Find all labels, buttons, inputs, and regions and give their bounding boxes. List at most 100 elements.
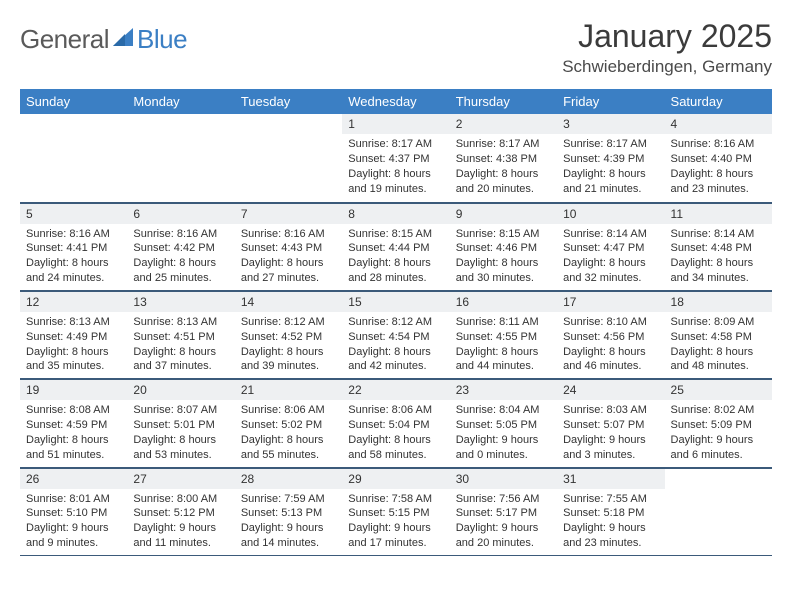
sunrise-line: Sunrise: 8:16 AM — [241, 227, 336, 242]
calendar-day-cell: 31Sunrise: 7:55 AMSunset: 5:18 PMDayligh… — [557, 467, 664, 555]
sunrise-line: Sunrise: 8:12 AM — [348, 315, 443, 330]
daylight-line: Daylight: 8 hours and 46 minutes. — [563, 345, 658, 375]
day-number: 21 — [235, 379, 342, 400]
day-details: Sunrise: 8:14 AMSunset: 4:48 PMDaylight:… — [665, 224, 772, 290]
weekday-header: Monday — [127, 89, 234, 114]
daylight-line: Daylight: 8 hours and 48 minutes. — [671, 345, 766, 375]
sunset-line: Sunset: 4:41 PM — [26, 241, 121, 256]
day-number: 3 — [557, 114, 664, 134]
calendar-day-cell: 26Sunrise: 8:01 AMSunset: 5:10 PMDayligh… — [20, 467, 127, 555]
sunset-line: Sunset: 5:01 PM — [133, 418, 228, 433]
day-number: 8 — [342, 203, 449, 224]
sunrise-line: Sunrise: 8:15 AM — [348, 227, 443, 242]
daylight-line: Daylight: 9 hours and 17 minutes. — [348, 521, 443, 551]
day-number-empty — [235, 114, 342, 134]
daylight-line: Daylight: 8 hours and 20 minutes. — [456, 167, 551, 197]
sunset-line: Sunset: 4:47 PM — [563, 241, 658, 256]
daylight-line: Daylight: 8 hours and 23 minutes. — [671, 167, 766, 197]
day-number: 22 — [342, 379, 449, 400]
daylight-line: Daylight: 8 hours and 39 minutes. — [241, 345, 336, 375]
sunset-line: Sunset: 5:15 PM — [348, 506, 443, 521]
day-number: 11 — [665, 203, 772, 224]
day-details: Sunrise: 8:04 AMSunset: 5:05 PMDaylight:… — [450, 400, 557, 466]
calendar-day-cell: 14Sunrise: 8:12 AMSunset: 4:52 PMDayligh… — [235, 290, 342, 378]
day-number: 28 — [235, 468, 342, 489]
weekday-header: Sunday — [20, 89, 127, 114]
day-details: Sunrise: 8:12 AMSunset: 4:54 PMDaylight:… — [342, 312, 449, 378]
weekday-header: Saturday — [665, 89, 772, 114]
brand-name-part1: General — [20, 24, 109, 55]
daylight-line: Daylight: 8 hours and 58 minutes. — [348, 433, 443, 463]
day-number: 14 — [235, 291, 342, 312]
day-details: Sunrise: 8:16 AMSunset: 4:42 PMDaylight:… — [127, 224, 234, 290]
sunrise-line: Sunrise: 7:59 AM — [241, 492, 336, 507]
daylight-line: Daylight: 9 hours and 9 minutes. — [26, 521, 121, 551]
calendar-table: SundayMondayTuesdayWednesdayThursdayFrid… — [20, 89, 772, 556]
sunrise-line: Sunrise: 8:07 AM — [133, 403, 228, 418]
calendar-day-cell: 21Sunrise: 8:06 AMSunset: 5:02 PMDayligh… — [235, 379, 342, 467]
daylight-line: Daylight: 9 hours and 0 minutes. — [456, 433, 551, 463]
daylight-line: Daylight: 9 hours and 14 minutes. — [241, 521, 336, 551]
calendar-day-cell: 3 Sunrise: 8:17 AMSunset: 4:39 PMDaylight… — [557, 114, 664, 202]
day-number: 29 — [342, 468, 449, 489]
day-number: 4 — [665, 114, 772, 134]
day-details: Sunrise: 8:06 AMSunset: 5:04 PMDaylight:… — [342, 400, 449, 466]
calendar-day-cell — [127, 114, 234, 202]
sunset-line: Sunset: 4:43 PM — [241, 241, 336, 256]
daylight-line: Daylight: 9 hours and 3 minutes. — [563, 433, 658, 463]
calendar-day-cell: 22Sunrise: 8:06 AMSunset: 5:04 PMDayligh… — [342, 379, 449, 467]
calendar-week-row: 5Sunrise: 8:16 AMSunset: 4:41 PMDaylight… — [20, 202, 772, 290]
daylight-line: Daylight: 8 hours and 32 minutes. — [563, 256, 658, 286]
day-details: Sunrise: 8:16 AMSunset: 4:40 PMDaylight:… — [665, 134, 772, 200]
sunset-line: Sunset: 5:07 PM — [563, 418, 658, 433]
calendar-day-cell: 29Sunrise: 7:58 AMSunset: 5:15 PMDayligh… — [342, 467, 449, 555]
sunrise-line: Sunrise: 8:08 AM — [26, 403, 121, 418]
sunset-line: Sunset: 4:49 PM — [26, 330, 121, 345]
day-details: Sunrise: 8:17 AMSunset: 4:37 PMDaylight:… — [342, 134, 449, 200]
sunrise-line: Sunrise: 8:17 AM — [563, 137, 658, 152]
calendar-day-cell: 17Sunrise: 8:10 AMSunset: 4:56 PMDayligh… — [557, 290, 664, 378]
sunrise-line: Sunrise: 8:03 AM — [563, 403, 658, 418]
sunrise-line: Sunrise: 8:14 AM — [671, 227, 766, 242]
day-details: Sunrise: 8:14 AMSunset: 4:47 PMDaylight:… — [557, 224, 664, 290]
weekday-header: Wednesday — [342, 89, 449, 114]
day-details: Sunrise: 7:56 AMSunset: 5:17 PMDaylight:… — [450, 489, 557, 555]
calendar-day-cell: 15Sunrise: 8:12 AMSunset: 4:54 PMDayligh… — [342, 290, 449, 378]
day-details: Sunrise: 8:03 AMSunset: 5:07 PMDaylight:… — [557, 400, 664, 466]
day-number: 23 — [450, 379, 557, 400]
day-number: 6 — [127, 203, 234, 224]
day-details: Sunrise: 8:13 AMSunset: 4:51 PMDaylight:… — [127, 312, 234, 378]
sunset-line: Sunset: 5:12 PM — [133, 506, 228, 521]
day-number-empty — [20, 114, 127, 134]
brand-name-part2: Blue — [137, 24, 187, 55]
day-number: 25 — [665, 379, 772, 400]
sunset-line: Sunset: 4:42 PM — [133, 241, 228, 256]
calendar-page: General Blue January 2025 Schwieberdinge… — [0, 0, 792, 612]
calendar-day-cell — [235, 114, 342, 202]
calendar-day-cell: 10Sunrise: 8:14 AMSunset: 4:47 PMDayligh… — [557, 202, 664, 290]
day-details: Sunrise: 7:58 AMSunset: 5:15 PMDaylight:… — [342, 489, 449, 555]
daylight-line: Daylight: 9 hours and 11 minutes. — [133, 521, 228, 551]
sunrise-line: Sunrise: 8:17 AM — [456, 137, 551, 152]
daylight-line: Daylight: 8 hours and 37 minutes. — [133, 345, 228, 375]
sunset-line: Sunset: 4:39 PM — [563, 152, 658, 167]
calendar-day-cell: 24Sunrise: 8:03 AMSunset: 5:07 PMDayligh… — [557, 379, 664, 467]
daylight-line: Daylight: 8 hours and 21 minutes. — [563, 167, 658, 197]
day-details: Sunrise: 8:16 AMSunset: 4:41 PMDaylight:… — [20, 224, 127, 290]
day-details: Sunrise: 8:11 AMSunset: 4:55 PMDaylight:… — [450, 312, 557, 378]
sunset-line: Sunset: 4:59 PM — [26, 418, 121, 433]
calendar-day-cell: 12Sunrise: 8:13 AMSunset: 4:49 PMDayligh… — [20, 290, 127, 378]
daylight-line: Daylight: 8 hours and 28 minutes. — [348, 256, 443, 286]
daylight-line: Daylight: 8 hours and 53 minutes. — [133, 433, 228, 463]
calendar-day-cell: 25Sunrise: 8:02 AMSunset: 5:09 PMDayligh… — [665, 379, 772, 467]
daylight-line: Daylight: 8 hours and 55 minutes. — [241, 433, 336, 463]
calendar-day-cell: 28Sunrise: 7:59 AMSunset: 5:13 PMDayligh… — [235, 467, 342, 555]
sunset-line: Sunset: 4:40 PM — [671, 152, 766, 167]
daylight-line: Daylight: 8 hours and 44 minutes. — [456, 345, 551, 375]
sunset-line: Sunset: 5:18 PM — [563, 506, 658, 521]
sunrise-line: Sunrise: 8:09 AM — [671, 315, 766, 330]
sunset-line: Sunset: 5:02 PM — [241, 418, 336, 433]
day-details: Sunrise: 7:59 AMSunset: 5:13 PMDaylight:… — [235, 489, 342, 555]
day-number: 7 — [235, 203, 342, 224]
sunrise-line: Sunrise: 8:16 AM — [133, 227, 228, 242]
